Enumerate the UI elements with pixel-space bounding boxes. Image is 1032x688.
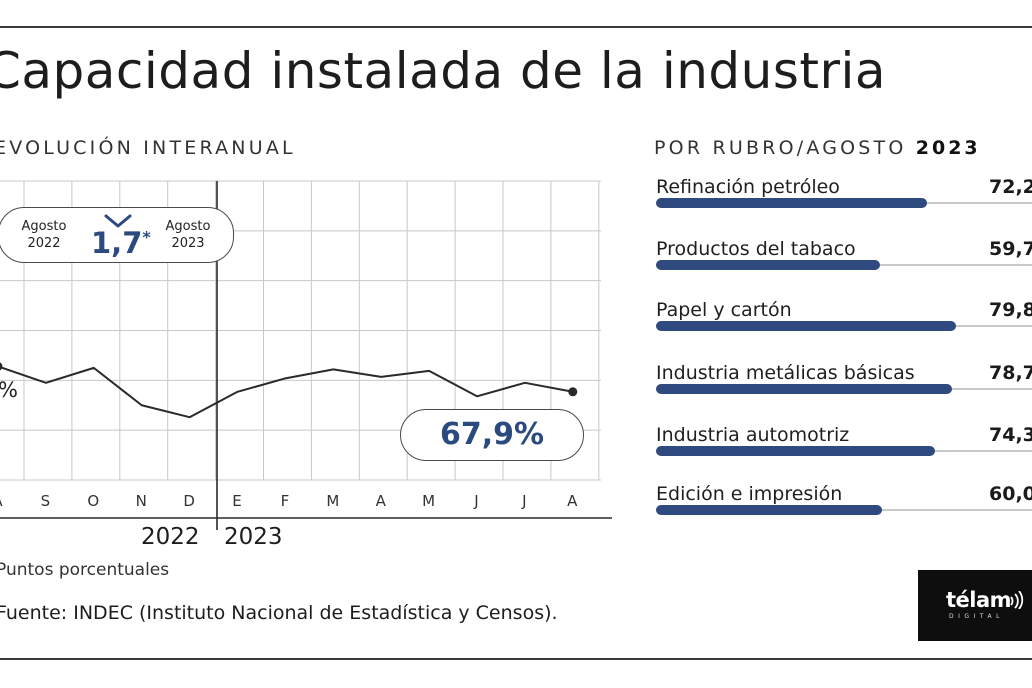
period-end: Agosto 2023 xyxy=(155,218,221,252)
bar-value-label: 78,7 xyxy=(989,362,1032,384)
bar-value-label: 72,2 xyxy=(989,176,1032,198)
bottom-rule xyxy=(0,658,1032,660)
bar-category-label: Refinación petróleo xyxy=(656,176,840,198)
period-start: Agosto 2022 xyxy=(13,218,75,252)
bar-fill xyxy=(656,446,936,456)
period-change-value: 1,7* xyxy=(91,226,151,260)
line-chart-subtitle: EVOLUCIÓN INTERANUAL xyxy=(0,137,296,159)
month-tick-label: M xyxy=(326,492,340,510)
bar-value-label: 59,7 xyxy=(989,238,1032,260)
bar-fill xyxy=(656,505,882,515)
bar-category-label: Papel y cartón xyxy=(656,299,792,321)
bar-row: Industria metálicas básicas 78,7 xyxy=(656,362,1032,402)
period-change-mark: * xyxy=(142,227,151,247)
bar-category-label: Industria metálicas básicas xyxy=(656,362,915,384)
period-end-year: 2023 xyxy=(171,236,205,251)
period-start-year: 2022 xyxy=(27,236,61,251)
top-rule xyxy=(0,26,1032,28)
start-value-label: % xyxy=(0,378,18,402)
period-end-month: Agosto xyxy=(165,219,211,234)
year-label-2023: 2023 xyxy=(224,524,283,550)
bar-category-label: Edición e impresión xyxy=(656,483,843,505)
bar-fill xyxy=(656,198,928,208)
bar-chart-subtitle-year: 2023 xyxy=(915,137,981,159)
period-comparison-badge: Agosto 2022 1,7* Agosto 2023 xyxy=(0,207,234,263)
bar-fill xyxy=(656,321,957,331)
bar-value-label: 79,8 xyxy=(989,299,1032,321)
month-tick-label: J xyxy=(473,492,479,510)
end-point-marker xyxy=(568,387,578,397)
period-start-month: Agosto xyxy=(21,219,67,234)
bar-category-label: Productos del tabaco xyxy=(656,238,856,260)
latest-value-badge: 67,9% xyxy=(400,409,584,461)
bar-value-label: 74,3 xyxy=(989,424,1032,446)
signal-waves-icon xyxy=(1010,591,1024,609)
series-line xyxy=(0,366,573,419)
bar-chart-subtitle: POR RUBRO/AGOSTO 2023 xyxy=(654,137,981,159)
line-chart: ASONDEFMAMJJA xyxy=(0,180,612,530)
month-tick-label: F xyxy=(281,492,291,510)
month-tick-label: S xyxy=(41,492,52,510)
bar-fill xyxy=(656,384,952,394)
bar-row: Edición e impresión 60,0 xyxy=(656,483,1032,523)
month-tick-label: A xyxy=(376,492,387,510)
month-tick-label: A xyxy=(0,492,4,510)
month-tick-label: A xyxy=(567,492,578,510)
bar-row: Papel y cartón 79,8 xyxy=(656,299,1032,339)
bar-chart-subtitle-text: POR RUBRO/AGOSTO xyxy=(654,137,916,159)
logo-subtext: DIGITAL xyxy=(949,613,1004,620)
year-label-2022: 2022 xyxy=(141,524,200,550)
month-tick-label: E xyxy=(232,492,242,510)
month-tick-label: J xyxy=(521,492,527,510)
bar-row: Industria automotriz 74,3 xyxy=(656,424,1032,464)
bar-fill xyxy=(656,260,881,270)
source-note: Fuente: INDEC (Instituto Nacional de Est… xyxy=(0,602,558,624)
bar-row: Productos del tabaco 59,7 xyxy=(656,238,1032,278)
logo-wordmark: télam xyxy=(946,588,1012,612)
month-tick-label: O xyxy=(87,492,100,510)
start-point-marker xyxy=(0,362,3,371)
bar-row: Refinación petróleo 72,2 xyxy=(656,176,1032,216)
units-note: Puntos porcentuales xyxy=(0,560,170,580)
period-change-number: 1,7 xyxy=(91,226,143,260)
chevron-down-icon xyxy=(104,214,132,228)
telam-logo: télam DIGITAL xyxy=(918,570,1032,641)
bar-category-label: Industria automotriz xyxy=(656,424,850,446)
month-tick-label: N xyxy=(136,492,148,510)
month-tick-label: D xyxy=(183,492,196,510)
month-tick-label: M xyxy=(422,492,436,510)
bar-value-label: 60,0 xyxy=(989,483,1032,505)
chart-title: Capacidad instalada de la industria xyxy=(0,42,887,100)
